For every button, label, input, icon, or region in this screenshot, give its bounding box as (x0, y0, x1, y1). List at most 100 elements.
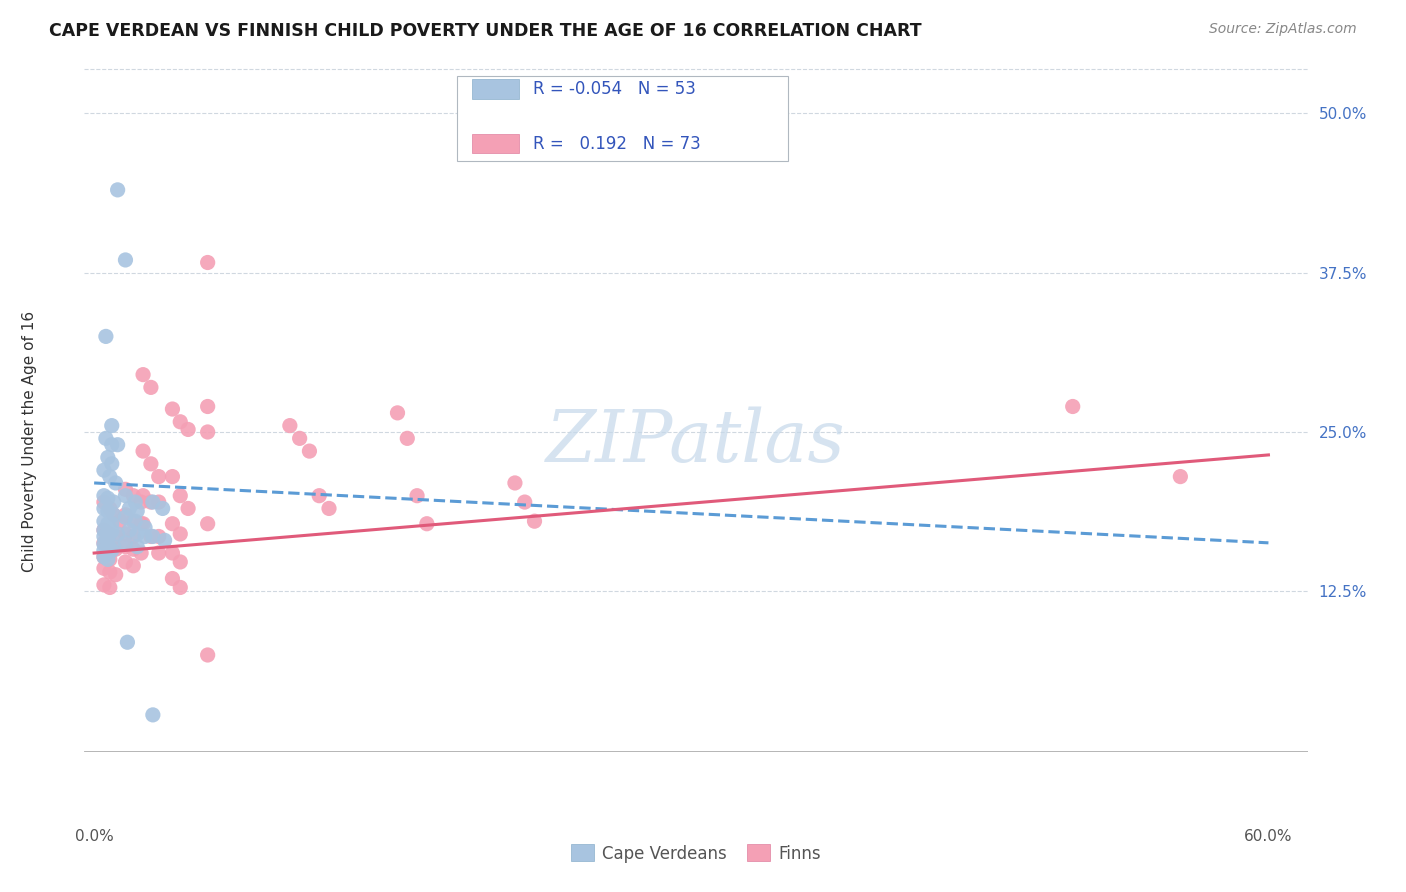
Point (114, 555, 136, 569)
Point (114, 508, 136, 522)
Point (93, 523, 115, 537)
Point (94, 329, 117, 343)
Point (100, 457, 122, 471)
Point (93, 549, 115, 564)
Point (114, 483, 136, 497)
Point (97, 552, 120, 566)
Point (177, 501, 200, 516)
Point (93, 463, 115, 477)
Point (169, 489, 191, 503)
Text: ZIPatlas: ZIPatlas (546, 406, 846, 477)
Point (98, 581, 121, 595)
Point (93, 549, 115, 564)
Point (127, 504, 149, 518)
Point (114, 510, 136, 524)
Point (139, 529, 162, 543)
Point (97, 516, 120, 531)
Point (396, 431, 419, 445)
Point (97, 491, 120, 506)
Point (134, 529, 156, 543)
Point (129, 546, 152, 560)
Point (117, 635, 139, 649)
Point (97, 450, 120, 465)
Point (93, 514, 115, 528)
Point (122, 514, 145, 528)
Point (416, 516, 439, 531)
Point (93, 529, 115, 543)
Point (1062, 400, 1084, 414)
Point (134, 520, 156, 534)
Point (93, 523, 115, 537)
Point (197, 516, 219, 531)
Point (93, 537, 115, 551)
Point (93, 501, 115, 516)
Point (98, 540, 121, 554)
Point (98, 565, 121, 579)
Point (97, 543, 120, 558)
Point (98, 552, 121, 566)
Point (197, 400, 219, 414)
Point (93, 536, 115, 550)
Point (97, 537, 120, 551)
Point (104, 542, 127, 557)
Point (278, 418, 301, 433)
Legend: Cape Verdeans, Finns: Cape Verdeans, Finns (564, 838, 828, 869)
Point (152, 501, 174, 516)
Point (406, 489, 429, 503)
Point (98, 501, 121, 516)
Text: Source: ZipAtlas.com: Source: ZipAtlas.com (1209, 22, 1357, 37)
Point (132, 489, 155, 503)
Point (127, 540, 149, 554)
Point (197, 425, 219, 439)
Point (523, 514, 546, 528)
Point (162, 402, 184, 417)
Point (148, 469, 170, 483)
Point (129, 495, 152, 509)
Point (503, 475, 526, 490)
Point (98, 527, 121, 541)
Point (98, 469, 121, 483)
Point (132, 368, 155, 382)
Point (97, 523, 120, 537)
Point (93, 495, 115, 509)
Point (139, 380, 162, 394)
Point (93, 561, 115, 575)
Point (318, 501, 340, 516)
Point (94, 431, 117, 445)
Point (114, 540, 136, 554)
Point (100, 438, 122, 452)
Point (142, 707, 165, 722)
Point (197, 648, 219, 662)
Point (169, 527, 191, 541)
Point (132, 444, 155, 458)
Point (298, 444, 321, 458)
Point (104, 567, 127, 582)
Point (122, 558, 145, 573)
Point (118, 501, 141, 516)
Text: Child Poverty Under the Age of 16: Child Poverty Under the Age of 16 (22, 311, 37, 572)
Text: CAPE VERDEAN VS FINNISH CHILD POVERTY UNDER THE AGE OF 16 CORRELATION CHART: CAPE VERDEAN VS FINNISH CHILD POVERTY UN… (49, 22, 922, 40)
Point (103, 508, 125, 522)
Point (162, 546, 184, 560)
Point (1170, 469, 1192, 483)
Point (387, 406, 409, 420)
Point (127, 527, 149, 541)
Point (169, 581, 191, 595)
Point (124, 495, 146, 509)
Point (104, 529, 127, 543)
Point (103, 495, 125, 509)
Point (114, 536, 136, 550)
Text: R = -0.054   N = 53: R = -0.054 N = 53 (533, 80, 696, 98)
Point (100, 418, 122, 433)
Point (118, 523, 141, 537)
Point (107, 183, 129, 197)
Point (142, 495, 165, 509)
Text: R =   0.192   N = 73: R = 0.192 N = 73 (533, 135, 702, 153)
Point (93, 578, 115, 592)
Point (132, 516, 155, 531)
Point (148, 546, 170, 560)
Point (288, 431, 311, 445)
Point (139, 495, 162, 509)
Point (122, 489, 145, 503)
Point (97, 504, 120, 518)
